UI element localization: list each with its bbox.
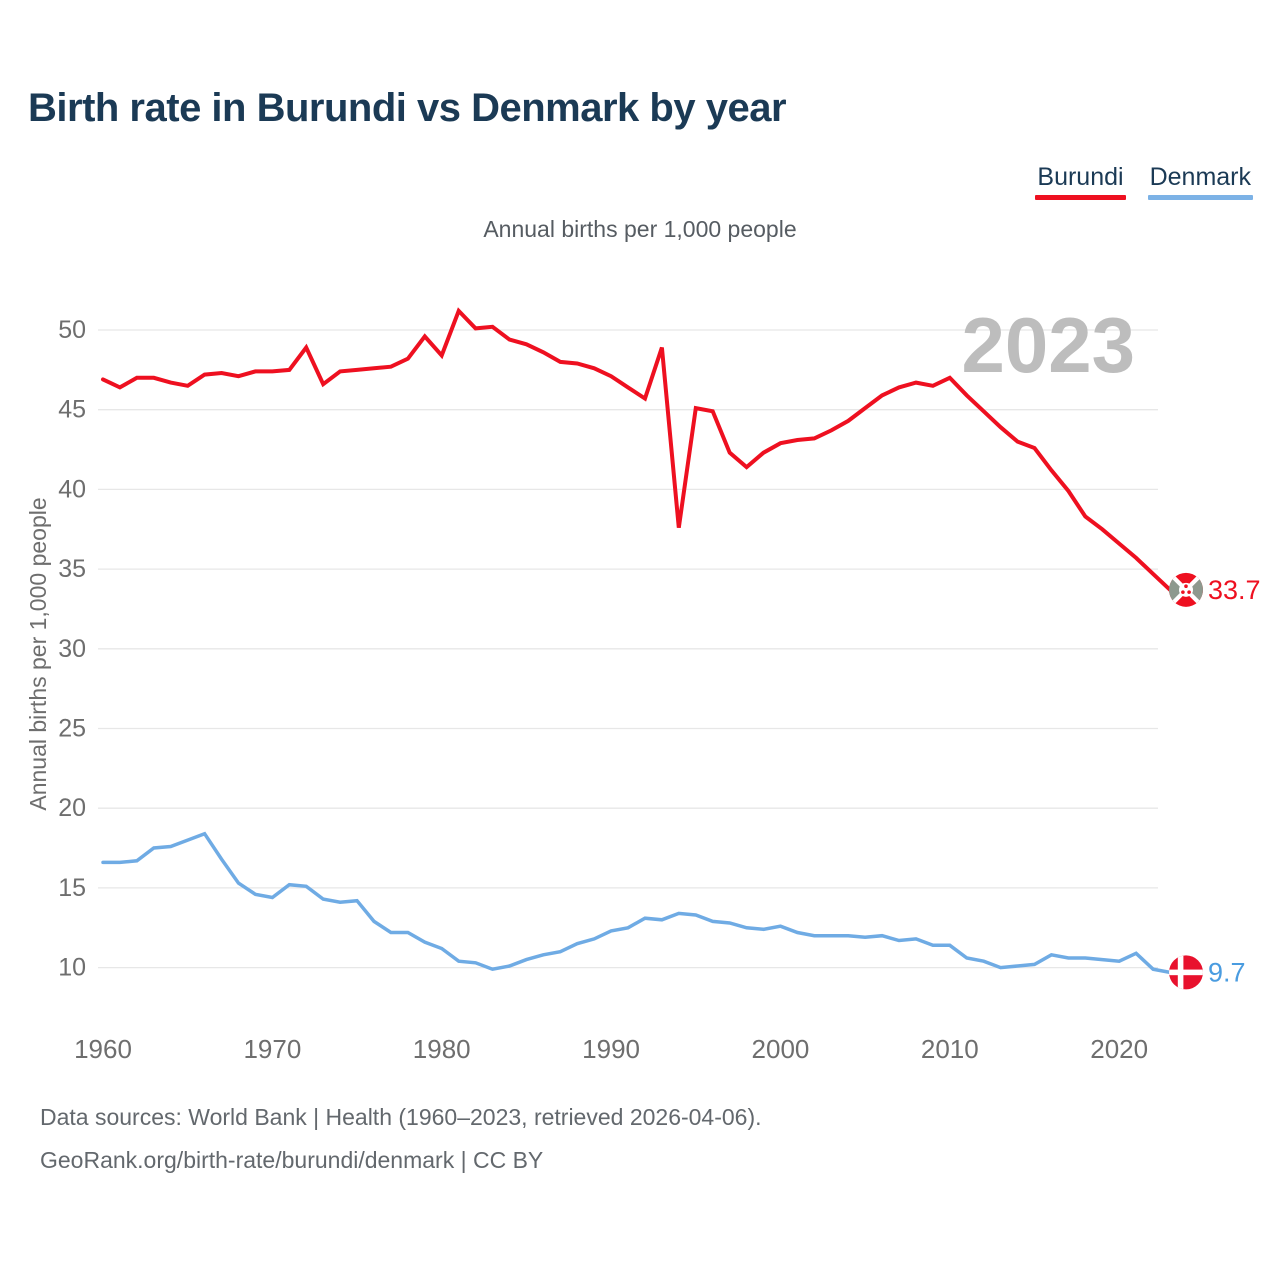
y-tick-label: 15 (58, 874, 86, 902)
x-tick-label: 2000 (752, 1034, 810, 1064)
burundi-end-value-label: 33.7 (1208, 575, 1261, 605)
legend-item-denmark[interactable]: Denmark (1147, 163, 1253, 200)
y-tick-label: 30 (58, 635, 86, 663)
legend: Burundi Denmark (1035, 163, 1253, 200)
legend-swatch-denmark (1147, 195, 1253, 200)
y-tick-label: 40 (58, 475, 86, 503)
x-tick-label: 1990 (582, 1034, 640, 1064)
y-tick-label: 50 (58, 316, 86, 344)
x-tick-label: 2010 (921, 1034, 979, 1064)
denmark-flag-icon (1169, 955, 1203, 990)
y-axis-label: Annual births per 1,000 people (25, 497, 51, 810)
y-tick-label: 10 (58, 954, 86, 982)
chart-footer: Data sources: World Bank | Health (1960–… (40, 1096, 762, 1182)
source-url-text[interactable]: GeoRank.org/birth-rate/burundi/denmark |… (40, 1147, 544, 1173)
chart-subtitle: Annual births per 1,000 people (483, 216, 797, 242)
burundi-line[interactable] (101, 307, 1172, 592)
x-tick-label: 1980 (413, 1034, 471, 1064)
y-tick-label: 25 (58, 715, 86, 743)
y-tick-label: 20 (58, 794, 86, 822)
denmark-end-value-label: 9.7 (1208, 957, 1246, 987)
burundi-flag-icon (1169, 572, 1203, 607)
y-tick-label: 45 (58, 396, 86, 424)
y-tick-label: 35 (58, 555, 86, 583)
legend-label-denmark: Denmark (1149, 163, 1251, 191)
legend-label-burundi: Burundi (1037, 163, 1124, 191)
x-tick-label: 1970 (243, 1034, 301, 1064)
denmark-line[interactable] (101, 831, 1172, 975)
legend-swatch-burundi (1035, 195, 1126, 200)
page-title: Birth rate in Burundi vs Denmark by year (28, 86, 787, 130)
watermark-year: 2023 (961, 301, 1135, 389)
x-tick-label: 2020 (1090, 1034, 1148, 1064)
legend-item-burundi[interactable]: Burundi (1035, 163, 1126, 200)
x-tick-label: 1960 (74, 1034, 132, 1064)
data-sources-text: Data sources: World Bank | Health (1960–… (40, 1104, 762, 1130)
